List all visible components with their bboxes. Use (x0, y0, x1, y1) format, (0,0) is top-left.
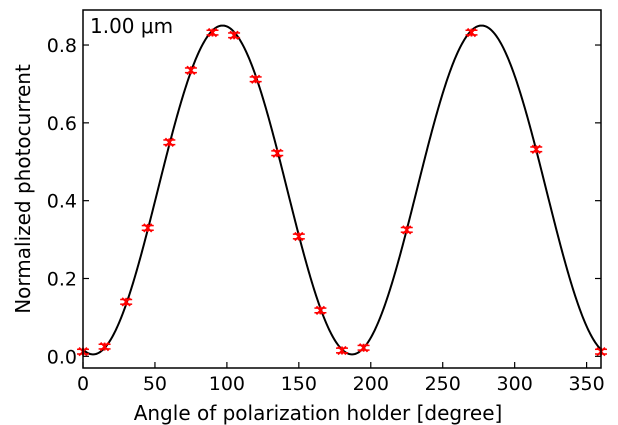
data-point (98, 341, 111, 352)
plot-frame (82, 9, 602, 369)
y-tick-label: 0.6 (47, 113, 77, 135)
x-tick-label: 250 (425, 373, 461, 395)
data-point (163, 137, 176, 147)
data-point (465, 27, 478, 38)
y-tick-label: 0.2 (47, 269, 77, 291)
y-tick-label: 0.4 (47, 191, 77, 213)
data-point (271, 148, 284, 158)
fit-curve-layer (82, 24, 602, 356)
data-point (228, 30, 241, 40)
data-point (120, 297, 133, 307)
data-point (292, 231, 305, 242)
x-tick-label: 150 (281, 373, 317, 395)
fit-curve-line (82, 24, 602, 356)
data-point (314, 305, 327, 316)
data-point (249, 74, 262, 84)
data-points-layer (77, 27, 607, 357)
data-point (141, 223, 154, 233)
data-point (357, 343, 370, 353)
y-axis-label: Normalized photocurrent (11, 64, 35, 314)
data-point (206, 27, 219, 38)
y-tick-label: 0.0 (47, 346, 77, 368)
x-tick-label: 350 (568, 373, 604, 395)
data-point (184, 65, 197, 75)
x-tick-label: 100 (209, 373, 245, 395)
data-point (530, 144, 543, 154)
x-tick-label: 200 (353, 373, 389, 395)
x-tick-label: 0 (77, 373, 89, 395)
x-tick-label: 300 (497, 373, 533, 395)
annotation-label: 1.00 μm (90, 14, 173, 38)
x-axis-label: Angle of polarization holder [degree] (134, 401, 503, 425)
data-point (400, 225, 413, 235)
x-tick-label: 50 (143, 373, 167, 395)
y-tick-label: 0.8 (47, 35, 77, 57)
data-point (336, 345, 348, 356)
x-axis: 0 50 100 150 200 250 300 350 (77, 362, 605, 395)
y-axis: 0.0 0.2 0.4 0.6 0.8 (47, 35, 601, 368)
